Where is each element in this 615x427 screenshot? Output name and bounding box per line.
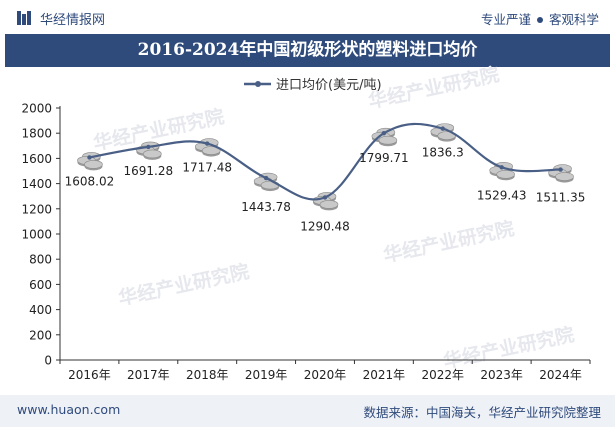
top-bar: 华经情报网 专业严谨 客观科学 (0, 0, 615, 34)
data-point (558, 167, 563, 172)
data-label: 1290.48 (300, 219, 350, 233)
data-label: 1717.48 (182, 161, 232, 175)
data-label: 1799.71 (359, 151, 409, 165)
x-tick-label: 2024年 (539, 368, 582, 382)
coin-stack-icon (312, 192, 339, 211)
tagline: 专业严谨 客观科学 (481, 9, 599, 28)
x-tick-label: 2019年 (245, 368, 288, 382)
coin-face (319, 200, 339, 209)
watermark-text: 华经产业研究院 (381, 217, 516, 267)
y-tick-label: 1600 (21, 152, 52, 166)
data-label: 1443.78 (241, 200, 291, 214)
coin-face (201, 146, 221, 155)
data-point (263, 175, 269, 181)
data-point (499, 165, 504, 170)
data-point (146, 144, 151, 150)
y-tick-label: 1800 (21, 127, 52, 141)
y-tick-label: 1000 (21, 228, 52, 242)
legend-marker (255, 81, 261, 87)
data-point (440, 126, 445, 131)
logo-icon (17, 11, 31, 25)
legend-label: 进口均价(美元/吨) (276, 78, 382, 93)
coin-stack-icon (548, 164, 574, 183)
brand-name: 华经情报网 (40, 13, 106, 28)
coin-face (143, 149, 162, 159)
data-label: 1511.35 (536, 191, 586, 205)
x-tick-label: 2016年 (68, 368, 111, 382)
data-point (87, 155, 92, 160)
title-band: 2016-2024年中国初级形状的塑料进口均价 (5, 34, 610, 67)
y-tick-label: 1200 (21, 202, 52, 216)
y-tick-label: 1400 (21, 177, 52, 191)
watermark-text: 华经产业研究院 (366, 63, 501, 113)
data-label: 1691.28 (124, 164, 174, 178)
y-tick-label: 800 (29, 253, 52, 267)
footer-source: 数据来源：中国海关，华经产业研究院整理 (363, 405, 601, 420)
tagline-left: 专业严谨 (480, 12, 531, 27)
x-tick-label: 2018年 (186, 368, 229, 382)
y-tick-label: 400 (29, 303, 52, 317)
x-tick-label: 2017年 (127, 368, 170, 382)
y-tick-label: 600 (29, 278, 52, 292)
footer-url[interactable]: www.huaon.com (17, 402, 121, 417)
axes: 0 200 400 600 800 1000 1200 1400 1600 1800 2000 201… (21, 102, 591, 382)
watermark-text: 华经产业研究院 (116, 260, 251, 310)
data-point (381, 131, 387, 136)
coin-face (555, 172, 574, 181)
y-tick-label: 200 (29, 328, 52, 342)
coin-face (496, 169, 515, 179)
legend: 进口均价(美元/吨) (244, 78, 382, 93)
watermark-text: 华经产业研究院 (441, 323, 576, 373)
x-tick-label: 2021年 (363, 368, 406, 382)
x-tick-label: 2020年 (304, 368, 347, 382)
y-tick-label: 2000 (21, 102, 52, 116)
data-label: 1529.43 (477, 188, 527, 202)
chart-title: 2016-2024年中国初级形状的塑料进口均价 (137, 40, 478, 60)
x-tick-label: 2022年 (422, 368, 465, 382)
data-point (322, 195, 328, 200)
series (87, 122, 563, 201)
data-labels: 1608.02 1691.28 1717.48 1443.78 1290.48 1799.… (65, 146, 586, 234)
x-tick-label: 2023年 (480, 368, 523, 382)
coin-face (378, 135, 398, 145)
footer: www.huaon.com 数据来源：中国海关，华经产业研究院整理 (0, 395, 615, 427)
y-tick-label: 0 (44, 354, 52, 368)
data-point (205, 141, 210, 146)
separator-dot-icon (536, 16, 543, 23)
coin-stack-icon (371, 127, 398, 147)
coin-stack-icon (77, 152, 103, 171)
data-label: 1608.02 (65, 174, 115, 188)
coin-stack-icon (489, 161, 515, 181)
tagline-right: 客观科学 (548, 12, 599, 27)
coin-face (84, 160, 103, 169)
data-label: 1836.3 (422, 146, 464, 160)
coin-markers (77, 123, 574, 211)
